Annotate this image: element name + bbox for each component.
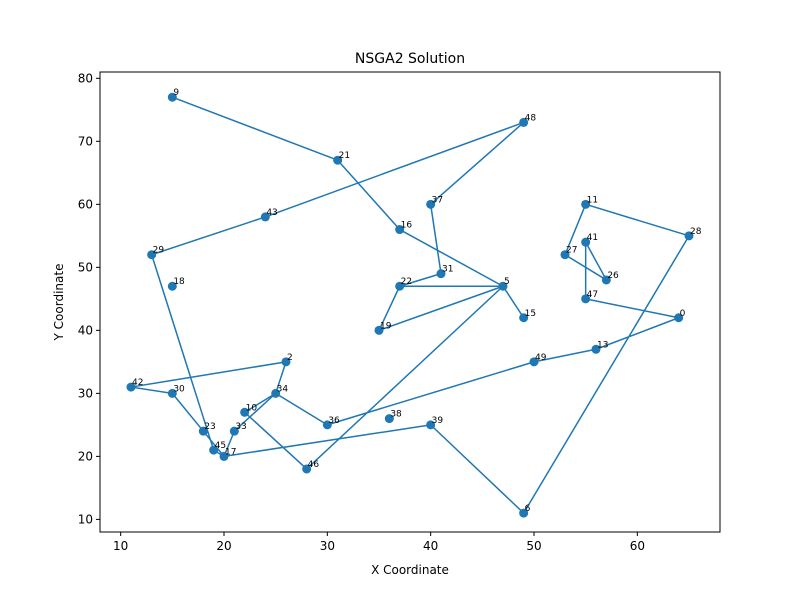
city-label-39: 39 [432,416,444,426]
route-points [126,92,694,518]
city-label-9: 9 [173,88,179,98]
city-label-33: 33 [235,422,246,432]
city-point-42 [126,382,136,392]
city-point-11 [581,199,591,209]
city-point-29 [147,250,157,260]
city-point-37 [426,199,436,209]
city-label-16: 16 [401,221,413,231]
city-point-46 [302,464,312,474]
city-label-36: 36 [328,416,340,426]
city-point-36 [322,420,332,430]
y-tick-label: 10 [78,512,93,526]
city-label-28: 28 [690,227,702,237]
city-label-6: 6 [525,504,531,514]
city-label-18: 18 [173,277,185,287]
city-label-34: 34 [277,384,289,394]
city-label-0: 0 [680,309,686,319]
city-label-38: 38 [390,410,402,420]
city-point-0 [674,313,684,323]
y-axis: 10 20 30 40 50 60 70 80 [78,71,100,526]
y-tick-label: 80 [78,71,93,85]
y-tick-label: 20 [78,449,93,463]
city-label-19: 19 [380,321,392,331]
x-tick-label: 30 [320,539,335,553]
city-label-48: 48 [525,113,537,123]
city-label-22: 22 [401,277,412,287]
x-tick-label: 60 [630,539,645,553]
city-point-2 [281,357,291,367]
city-point-6 [519,508,529,518]
y-axis-label: Y Coordinate [52,264,66,342]
city-label-41: 41 [587,233,598,243]
city-point-27 [560,250,570,260]
city-label-26: 26 [607,271,619,281]
city-label-47: 47 [587,290,598,300]
city-point-47 [581,294,591,304]
city-label-46: 46 [308,460,320,470]
city-label-45: 45 [215,441,226,451]
city-point-22 [395,281,405,291]
city-label-10: 10 [246,403,258,413]
y-tick-label: 50 [78,260,93,274]
city-point-49 [529,357,539,367]
city-point-30 [167,388,177,398]
y-tick-label: 70 [78,134,93,148]
city-label-29: 29 [153,246,165,256]
chart-title: NSGA2 Solution [355,51,465,67]
city-point-48 [519,117,529,127]
city-point-43 [260,212,270,222]
city-label-42: 42 [132,378,143,388]
city-label-23: 23 [204,422,215,432]
city-label-37: 37 [432,195,443,205]
city-point-23 [198,426,208,436]
city-label-31: 31 [442,265,453,275]
city-label-43: 43 [266,208,277,218]
city-label-21: 21 [339,151,350,161]
city-point-19 [374,325,384,335]
city-label-2: 2 [287,353,293,363]
city-label-13: 13 [597,340,608,350]
x-tick-label: 50 [526,539,541,553]
city-label-17: 17 [225,447,236,457]
city-point-34 [271,388,281,398]
city-label-27: 27 [566,246,577,256]
city-point-9 [167,92,177,102]
point-labels: 0 2 5 6 9 10 11 13 15 16 17 18 19 21 22 23 26 27 28 29 30 31 3… [132,88,702,514]
city-point-21 [333,155,343,165]
city-label-15: 15 [525,309,536,319]
city-point-38 [384,414,394,424]
city-label-49: 49 [535,353,547,363]
x-axis-label: X Coordinate [371,563,449,577]
city-point-17 [219,451,229,461]
y-tick-label: 30 [78,386,93,400]
city-point-45 [209,445,219,455]
city-point-28 [684,231,694,241]
city-point-5 [498,281,508,291]
x-tick-label: 40 [423,539,438,553]
city-point-41 [581,237,591,247]
city-point-16 [395,225,405,235]
x-axis: 10 20 30 40 50 60 [113,532,645,553]
y-tick-label: 40 [78,323,93,337]
city-label-5: 5 [504,277,510,287]
city-point-39 [426,420,436,430]
city-point-10 [240,407,250,417]
plot-area [99,71,721,533]
city-point-13 [591,344,601,354]
city-point-31 [436,269,446,279]
x-tick-label: 10 [113,539,128,553]
city-label-30: 30 [173,384,185,394]
city-point-15 [519,313,529,323]
x-tick-label: 20 [216,539,231,553]
city-point-33 [229,426,239,436]
city-point-26 [601,275,611,285]
y-tick-label: 60 [78,197,93,211]
city-point-18 [167,281,177,291]
city-label-11: 11 [587,195,598,205]
